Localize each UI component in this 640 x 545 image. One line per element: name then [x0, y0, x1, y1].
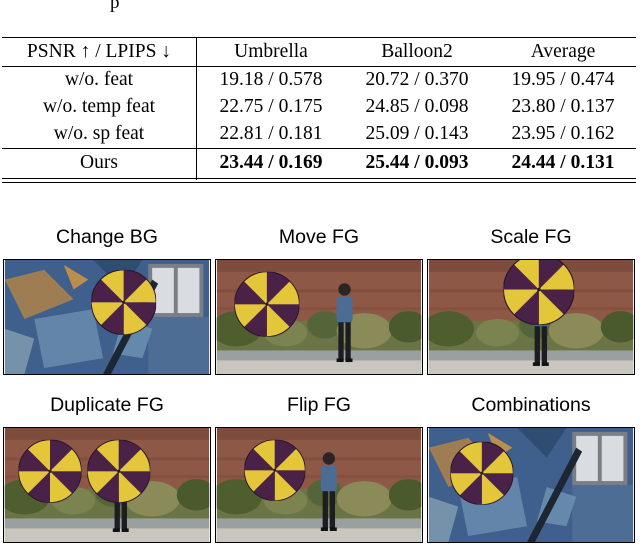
change-bg-scene — [4, 260, 210, 374]
image-combinations — [427, 427, 635, 543]
title-flip-fg: Flip FG — [287, 394, 351, 416]
table-column-divider — [196, 37, 197, 180]
duplicate-fg-scene — [4, 428, 210, 542]
title-change-bg: Change BG — [56, 226, 158, 248]
table-top-rule — [2, 37, 636, 38]
row-average-value: 23.80 / 0.137 — [511, 96, 615, 117]
ours-label: Ours — [80, 152, 118, 173]
row-umbrella-value: 22.81 / 0.181 — [219, 123, 323, 144]
title-scale-fg: Scale FG — [490, 226, 572, 248]
row-label: w/o. feat — [64, 69, 134, 90]
image-scale-fg — [427, 259, 635, 375]
image-change-bg — [3, 259, 211, 375]
table-header-rule — [2, 66, 636, 67]
table-bottom-rule-1 — [2, 178, 636, 179]
ours-umbrella-value: 23.44 / 0.169 — [219, 152, 323, 173]
title-combinations: Combinations — [471, 394, 591, 416]
row-umbrella-value: 19.18 / 0.578 — [219, 69, 323, 90]
row-balloon2-value: 24.85 / 0.098 — [365, 96, 469, 117]
flip-fg-scene — [216, 428, 422, 542]
title-move-fg: Move FG — [278, 226, 360, 248]
row-balloon2-value: 25.09 / 0.143 — [365, 123, 469, 144]
row-label: w/o. temp feat — [42, 96, 156, 117]
image-flip-fg — [215, 427, 423, 543]
table-ours-rule — [2, 148, 636, 149]
scale-fg-scene — [428, 260, 634, 374]
image-duplicate-fg — [3, 427, 211, 543]
header-umbrella: Umbrella — [234, 41, 308, 62]
row-average-value: 19.95 / 0.474 — [511, 69, 615, 90]
ours-average-value: 24.44 / 0.131 — [511, 152, 615, 173]
caption-fragment: p — [110, 0, 120, 13]
row-balloon2-value: 20.72 / 0.370 — [365, 69, 469, 90]
move-fg-scene — [216, 260, 422, 374]
row-umbrella-value: 22.75 / 0.175 — [219, 96, 323, 117]
row-label: w/o. sp feat — [53, 123, 145, 144]
title-duplicate-fg: Duplicate FG — [50, 394, 164, 416]
header-balloon2: Balloon2 — [381, 41, 453, 62]
header-metric: PSNR ↑ / LPIPS ↓ — [26, 41, 172, 62]
image-move-fg — [215, 259, 423, 375]
combinations-scene — [428, 428, 634, 542]
table-bottom-rule-2 — [2, 182, 636, 183]
ours-balloon2-value: 25.44 / 0.093 — [365, 152, 469, 173]
row-average-value: 23.95 / 0.162 — [511, 123, 615, 144]
header-average: Average — [530, 41, 596, 62]
